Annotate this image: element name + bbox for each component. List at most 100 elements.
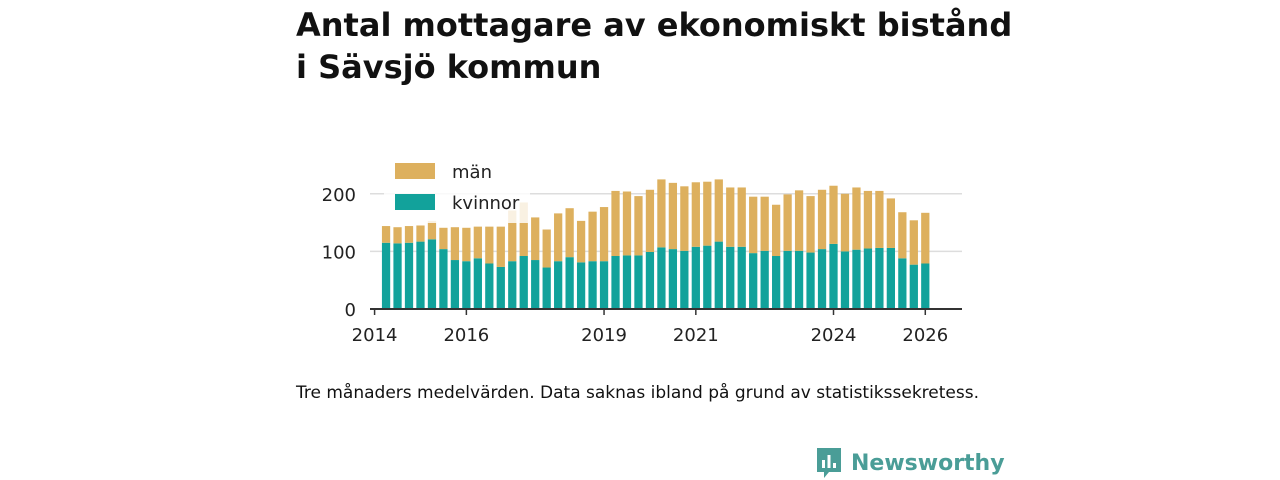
bar-kvinnor xyxy=(817,249,827,309)
bar-man xyxy=(852,187,861,250)
bar-kvinnor xyxy=(576,262,586,309)
bar-kvinnor xyxy=(840,251,850,309)
footnote: Tre månaders medelvärden. Data saknas ib… xyxy=(296,383,979,403)
bar-man xyxy=(496,226,505,267)
bar-kvinnor xyxy=(921,263,930,309)
bar-kvinnor xyxy=(381,242,391,309)
bar-kvinnor xyxy=(508,261,517,309)
x-tick-label: 2021 xyxy=(673,325,719,346)
bar-kvinnor xyxy=(668,249,678,309)
bar-kvinnor xyxy=(427,239,437,309)
legend-swatch xyxy=(395,163,435,179)
bar-man xyxy=(531,217,540,261)
bar-kvinnor xyxy=(450,260,460,309)
chart-title: Antal mottagare av ekonomiskt bistånd i … xyxy=(296,6,1013,86)
bar-kvinnor xyxy=(772,256,781,309)
bar-man xyxy=(783,194,792,251)
bar-man xyxy=(886,198,895,248)
bar-man xyxy=(393,227,402,244)
bar-man xyxy=(726,187,735,247)
bar-man xyxy=(703,181,712,246)
bar-man xyxy=(404,226,414,243)
bar-man xyxy=(381,226,391,243)
bar-man xyxy=(898,212,907,259)
bar-kvinnor xyxy=(714,241,723,309)
bar-kvinnor xyxy=(645,251,655,309)
bar-man xyxy=(634,196,643,256)
bar-kvinnor xyxy=(875,247,884,309)
bar-kvinnor xyxy=(393,243,402,309)
bar-kvinnor xyxy=(565,257,574,309)
bar-kvinnor xyxy=(462,261,471,309)
bar-kvinnor xyxy=(852,249,861,309)
bar-man xyxy=(588,211,597,262)
bar-kvinnor xyxy=(542,267,551,309)
bar-man xyxy=(427,220,437,240)
bar-chart-bubble-icon xyxy=(817,448,841,478)
bar-kvinnor xyxy=(898,258,907,309)
x-tick-label: 2016 xyxy=(443,325,489,346)
bar-kvinnor xyxy=(726,246,735,309)
legend: män kvinnor xyxy=(384,159,530,223)
bar-man xyxy=(680,186,689,251)
bar-man xyxy=(817,189,827,250)
x-tick-label: 2019 xyxy=(581,325,627,346)
bar-man xyxy=(508,210,517,262)
bar-man xyxy=(611,190,620,257)
bar-man xyxy=(450,227,460,261)
bar-kvinnor xyxy=(909,264,918,309)
bar-kvinnor xyxy=(737,246,746,309)
bar-kvinnor xyxy=(554,261,563,309)
bar-kvinnor xyxy=(496,266,505,309)
bars xyxy=(381,179,930,309)
bar-kvinnor xyxy=(806,252,815,309)
x-tick-label: 2024 xyxy=(811,325,857,346)
bar-man xyxy=(599,207,609,262)
bar-man xyxy=(645,189,655,252)
bar-man xyxy=(806,196,815,253)
bar-kvinnor xyxy=(473,258,482,309)
bar-man xyxy=(737,187,746,247)
bar-man xyxy=(542,229,551,268)
bar-man xyxy=(485,226,494,264)
bar-man xyxy=(714,179,723,242)
brand-name: Newsworthy xyxy=(851,450,1005,476)
y-tick-label: 100 xyxy=(322,242,356,263)
bar-man xyxy=(668,182,678,250)
bar-kvinnor xyxy=(794,250,804,309)
y-tick-label: 200 xyxy=(322,185,356,206)
brand-logo[interactable]: Newsworthy xyxy=(815,446,1005,480)
x-tick-label: 2026 xyxy=(902,325,948,346)
bar-man xyxy=(565,208,574,258)
bar-kvinnor xyxy=(531,260,540,309)
bar-man xyxy=(875,190,884,248)
bar-kvinnor xyxy=(749,253,758,309)
bar-kvinnor xyxy=(657,247,666,309)
bar-man xyxy=(416,225,425,242)
bar-man xyxy=(439,227,448,250)
bar-kvinnor xyxy=(783,250,792,309)
bar-kvinnor xyxy=(485,263,494,309)
legend-label: kvinnor xyxy=(452,193,520,214)
bar-man xyxy=(576,220,586,263)
x-tick-label: 2014 xyxy=(352,325,398,346)
bar-kvinnor xyxy=(680,250,689,309)
bar-man xyxy=(749,196,758,254)
bar-man xyxy=(462,227,471,262)
axes: 0 100 200 2014 2016 2019 2021 2024 2026 xyxy=(322,185,962,346)
bar-man xyxy=(554,213,563,262)
bar-man xyxy=(794,190,804,251)
bar-man xyxy=(657,179,666,248)
bar-kvinnor xyxy=(886,247,895,309)
bar-kvinnor xyxy=(691,246,700,309)
bar-kvinnor xyxy=(439,249,448,309)
bar-kvinnor xyxy=(703,245,712,309)
bar-man xyxy=(921,212,930,264)
bar-kvinnor xyxy=(622,255,632,309)
bar-kvinnor xyxy=(519,256,528,309)
bar-kvinnor xyxy=(760,250,769,309)
y-tick-label: 0 xyxy=(345,300,356,321)
bar-kvinnor xyxy=(611,256,620,309)
legend-label: män xyxy=(452,162,492,183)
